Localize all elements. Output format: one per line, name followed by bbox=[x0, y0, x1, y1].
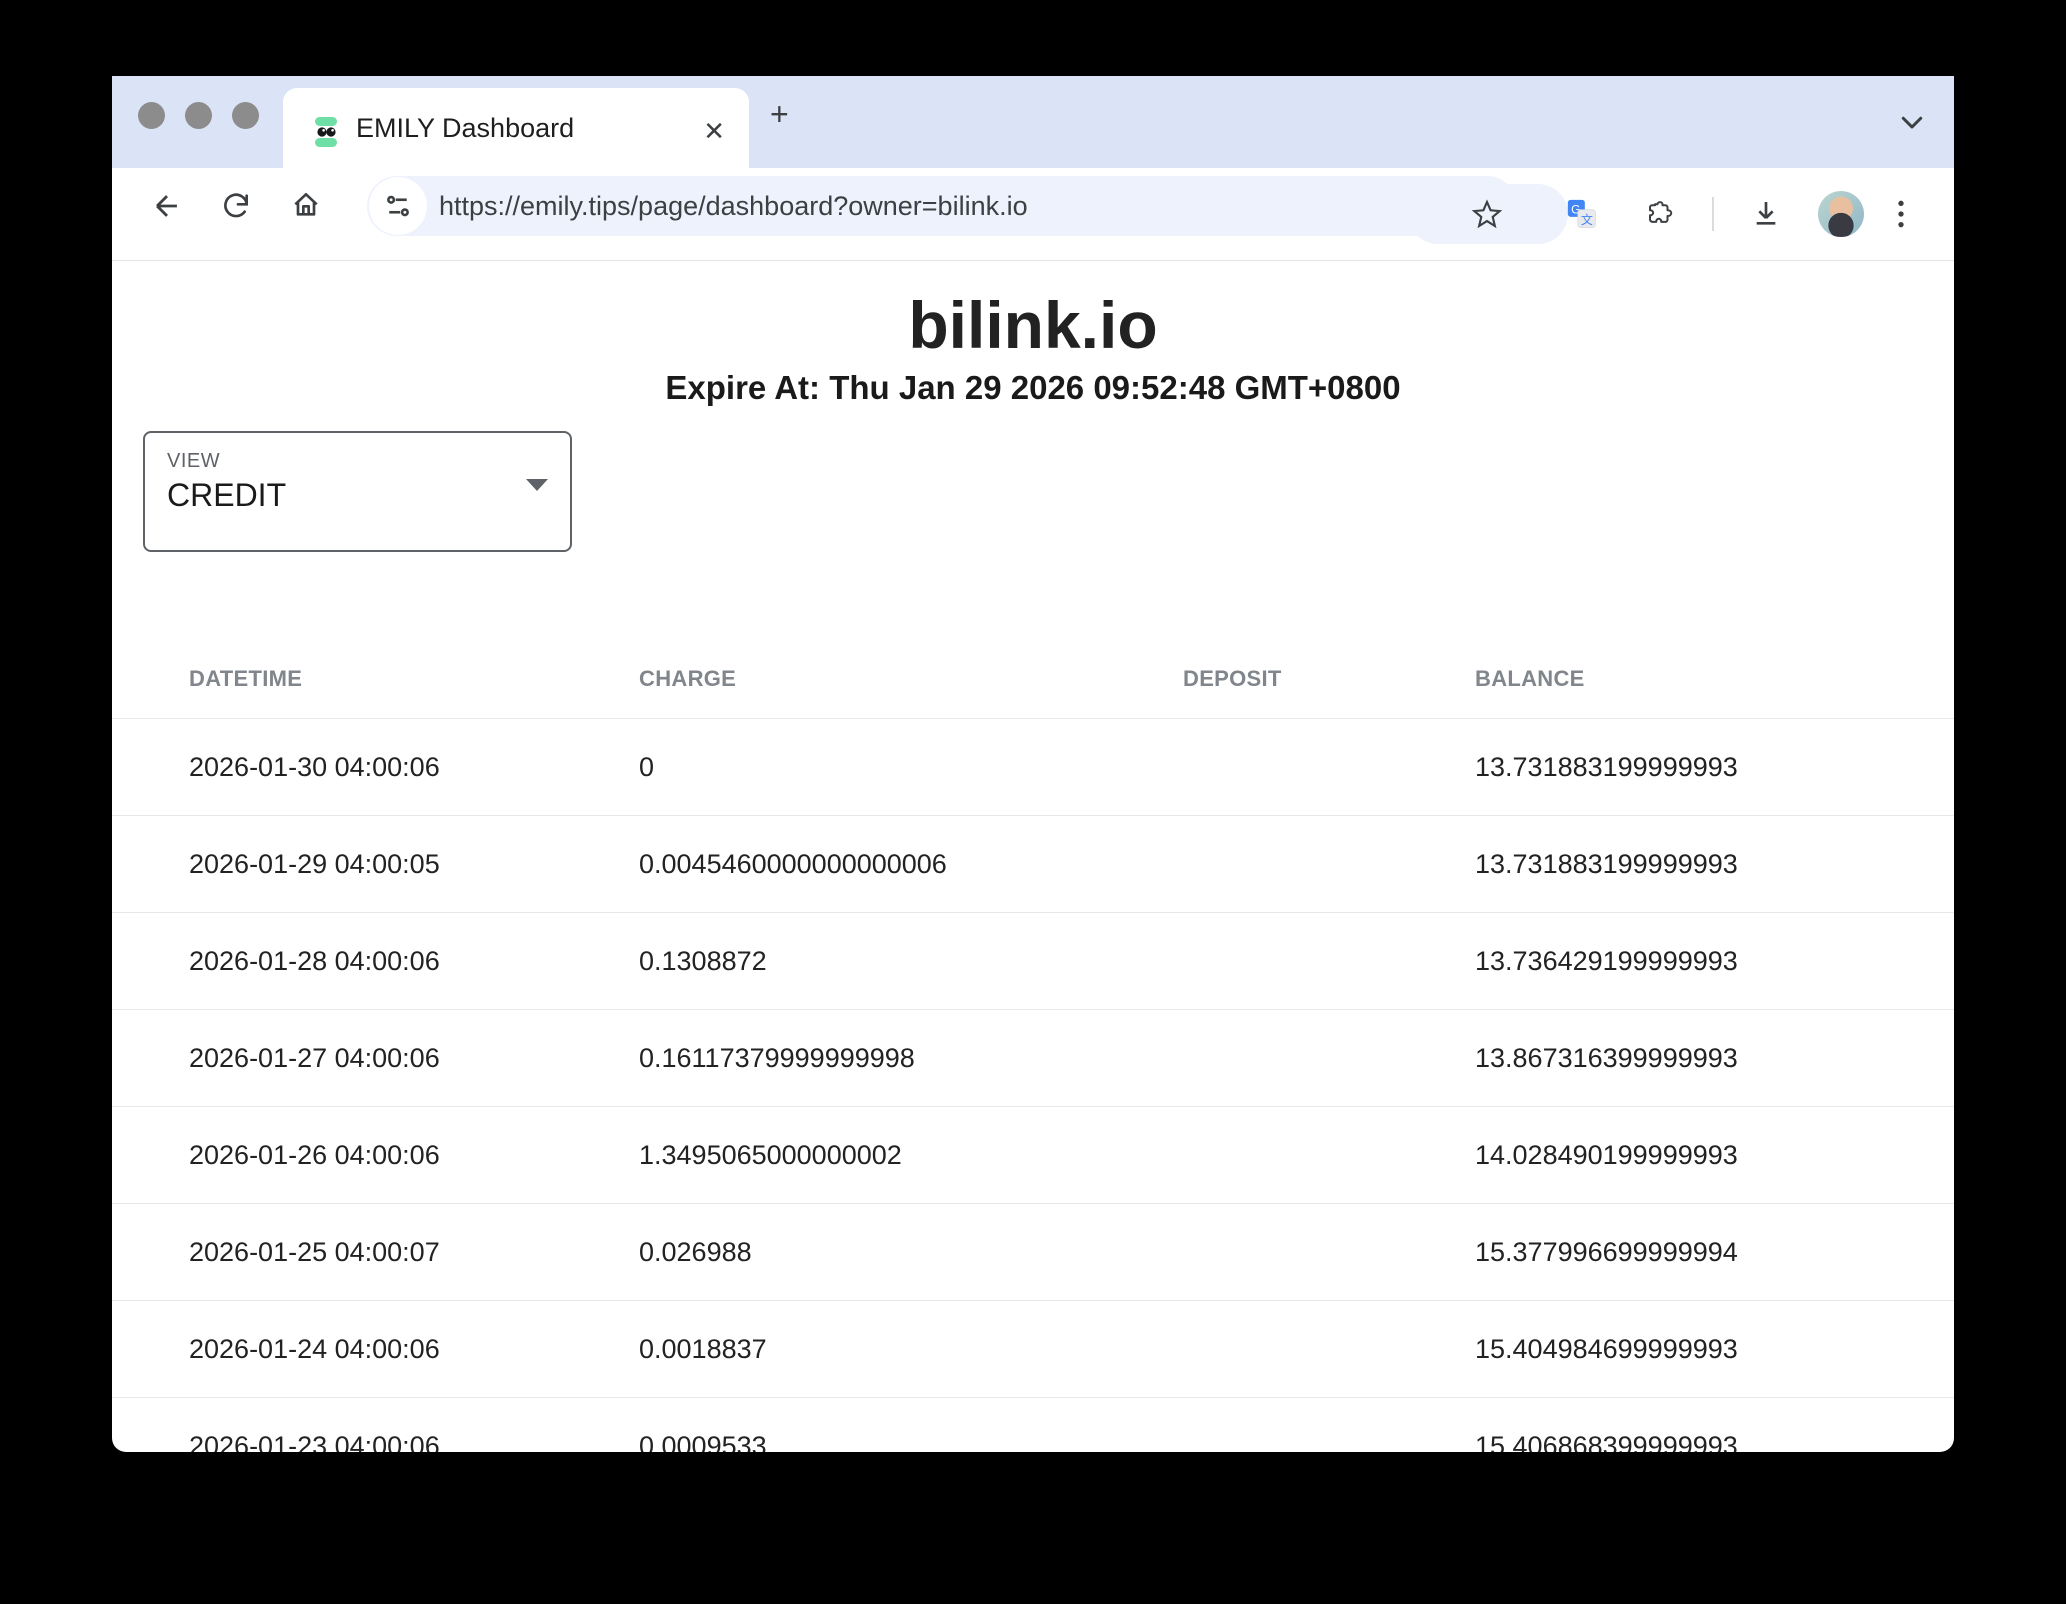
svg-text:文: 文 bbox=[1581, 212, 1593, 227]
